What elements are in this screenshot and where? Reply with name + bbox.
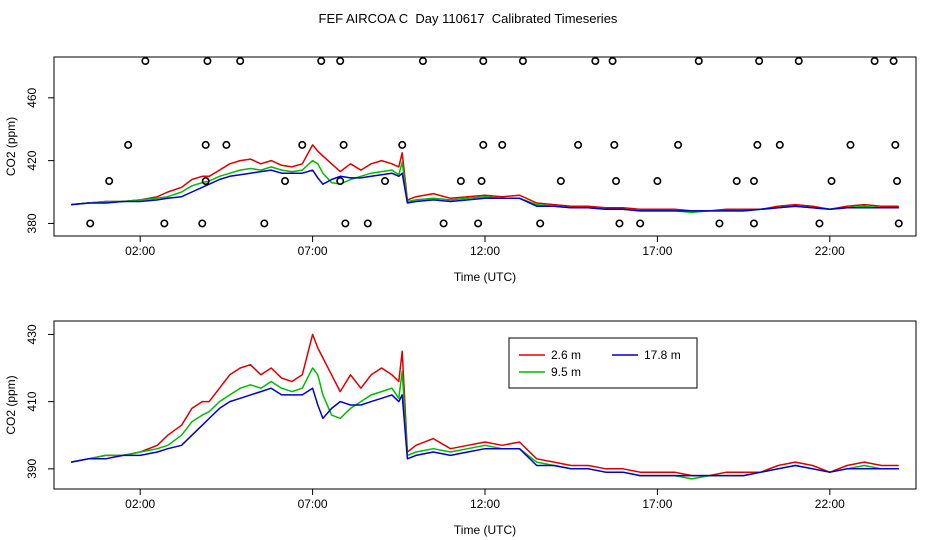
panel1-calibration-point [479,56,488,65]
panel1-calibration-point [694,56,703,65]
panel1-calibration-point [732,177,741,186]
panel1-calibration-point [477,177,486,186]
panel1-calibration-point [201,177,210,186]
panel1-series-line-17-8-mm [71,169,899,212]
panel1-calibration-point [105,177,114,186]
panel1-calibration-point [755,56,764,65]
panel1-calibration-point [203,56,212,65]
panel1-calibration-point [827,177,836,186]
panel1-calibration-point [298,140,307,149]
panel1-calibration-point [753,140,762,149]
panel1-calibration-point [336,56,345,65]
panel1-calibration-point [518,56,527,65]
panel1-calibration-point [794,56,803,65]
panel1-calibration-point [222,140,231,149]
panel2-series-line-17-8-mm [71,387,899,477]
panel1-x-tick-label: 02:00 [125,244,155,258]
panel1-calibration-point [86,219,95,228]
panel1-calibration-point [889,56,898,65]
panel1-calibration-point [474,219,483,228]
panel1-calibration-point [281,177,290,186]
panel1-x-tick-label: 22:00 [815,244,845,258]
panel1-x-tick-label: 17:00 [642,244,672,258]
panel2-series-line-9-5-mm [71,367,899,480]
panel1-x-tick-label: 07:00 [298,244,328,258]
panel1-calibration-point [556,177,565,186]
panel1-calibration-point [160,219,169,228]
panel1-calibration-point [610,140,619,149]
panel1-calibration-point [715,219,724,228]
figure-title: FEF AIRCOA C Day 110617 Calibrated Times… [318,11,618,26]
panel1-y-tick-label: 380 [25,213,39,233]
panel1-calibration-point [398,140,407,149]
panel2-x-tick-label: 12:00 [470,497,500,511]
panel1-calibration-point [636,219,645,228]
panel1-calibration-point [260,219,269,228]
panel1-calibration-point [612,177,621,186]
panel1-calibration-point [381,177,390,186]
panel1-calibration-point [124,140,133,149]
panel1-calibration-point [749,219,758,228]
panel1-calibration-point [674,140,683,149]
panel1-calibration-point [591,56,600,65]
panel2-x-tick-label: 17:00 [642,497,672,511]
panel2-x-tick-label: 02:00 [125,497,155,511]
panel2-x-axis-label: Time (UTC) [454,523,516,537]
panel1-calibration-point [536,219,545,228]
panel1-y-tick-label: 420 [25,150,39,170]
panel1-y-tick-label: 460 [25,87,39,107]
panel1-x-tick-label: 12:00 [470,244,500,258]
panel1-calibration-point [336,177,345,186]
panel1-calibration-point [653,177,662,186]
panel1-calibration-point [341,219,350,228]
panel1-y-axis-label: CO2 (ppm) [4,117,18,176]
panel1-series-line-9-5-mm [71,159,899,214]
panel2-x-tick-label: 22:00 [815,497,845,511]
panel2-y-tick-label: 430 [25,324,39,344]
panel1-calibration-point [749,177,758,186]
panel1-calibration-point [363,219,372,228]
legend-label: 17.8 m [644,348,681,362]
panel2-y-axis-label: CO2 (ppm) [4,375,18,434]
panel1-calibration-point [236,56,245,65]
panel2-y-tick-label: 390 [25,459,39,479]
panel1-calibration-point [574,140,583,149]
panel1-x-axis-label: Time (UTC) [454,270,516,284]
panel1-plot-frame [53,56,917,237]
panel1-calibration-point [201,140,210,149]
panel1-calibration-point [339,140,348,149]
panel1-calibration-point [141,56,150,65]
panel1-calibration-point [870,56,879,65]
panel1-calibration-point [815,219,824,228]
legend-label: 2.6 m [551,348,581,362]
legend-label: 9.5 m [551,365,581,379]
panel1-calibration-point [317,56,326,65]
panel2-x-tick-label: 07:00 [298,497,328,511]
panel1-calibration-point [846,140,855,149]
panel1-calibration-point [456,177,465,186]
panel1-calibration-point [775,140,784,149]
panel2-series-line-2-6-mm [71,333,899,477]
panel1-calibration-point [418,56,427,65]
panel1-calibration-point [608,56,617,65]
panel1-calibration-point [439,219,448,228]
panel1-series-line-2-6-mm [71,144,899,212]
panel1-calibration-point [891,140,900,149]
legend-box [508,337,698,389]
panel1-calibration-point [198,219,207,228]
panel1-calibration-point [498,140,507,149]
panel1-calibration-point [894,219,903,228]
panel1-calibration-point [479,140,488,149]
panel1-calibration-point [615,219,624,228]
panel2-y-tick-label: 410 [25,391,39,411]
panel1-calibration-point [893,177,902,186]
